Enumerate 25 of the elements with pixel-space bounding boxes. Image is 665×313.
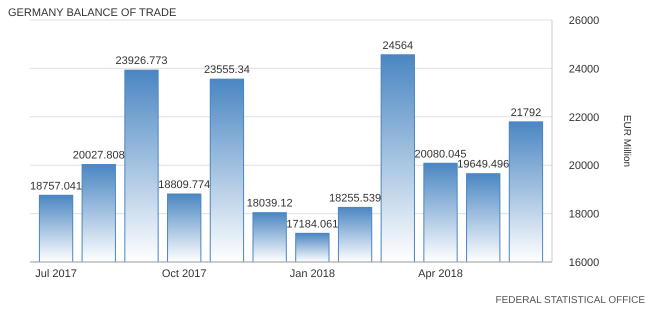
y-tick-label: 22000 [568, 112, 600, 124]
data-label: 18255.539 [329, 192, 382, 204]
y-tick-label: 20000 [568, 160, 600, 172]
data-label: 20080.045 [414, 148, 467, 160]
y-tick-label: 18000 [568, 208, 600, 221]
data-label: 19649.496 [457, 158, 510, 171]
x-tick-label: Apr 2018 [418, 268, 463, 280]
data-label: 17184.061 [286, 218, 338, 230]
data-label: 18039.12 [246, 198, 293, 210]
x-tick-label: Jan 2018 [290, 268, 335, 280]
x-tick-label: Jul 2017 [35, 268, 77, 280]
y-tick-label: 26000 [568, 15, 600, 27]
chart-title: GERMANY BALANCE OF TRADE [8, 7, 176, 19]
data-label: 18809.774 [158, 179, 210, 192]
data-label: 18757.041 [30, 180, 82, 192]
data-label: 23926.773 [115, 55, 168, 68]
data-label: 21792 [510, 106, 542, 119]
data-label: 24564 [382, 40, 414, 52]
data-label: 23555.34 [204, 64, 250, 76]
data-label: 20027.808 [72, 150, 125, 162]
y-tick-label: 24000 [568, 63, 600, 76]
text: FEDERAL STATISTICAL OFFICE [496, 295, 646, 306]
y-axis-title: EUR Million [621, 114, 632, 168]
y-tick-label: 16000 [568, 257, 600, 269]
x-tick-label: Oct 2017 [162, 268, 207, 280]
